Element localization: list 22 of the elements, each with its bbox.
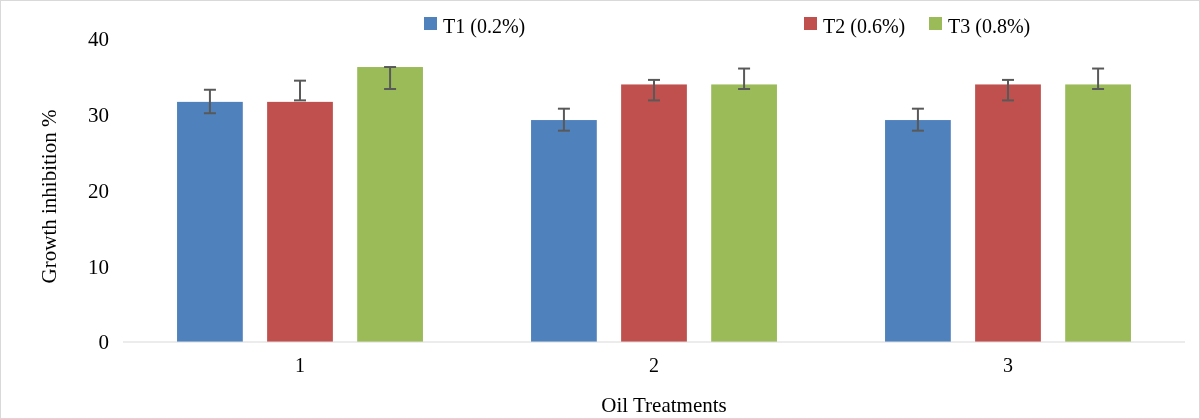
y-tick-label: 30 — [88, 103, 109, 128]
bar — [885, 120, 951, 342]
legend-label: T2 (0.6%) — [823, 15, 906, 38]
bar — [711, 84, 777, 342]
y-tick-label: 20 — [88, 178, 109, 203]
bar — [975, 84, 1041, 342]
y-tick-label: 10 — [88, 254, 109, 279]
bar — [357, 67, 423, 342]
x-tick-label: 2 — [649, 354, 659, 376]
bar — [1065, 84, 1131, 342]
y-tick-label: 40 — [88, 27, 109, 52]
legend-label: T3 (0.8%) — [948, 15, 1031, 38]
bar — [267, 101, 333, 342]
bar — [531, 120, 597, 342]
x-axis-title: Oil Treatments — [601, 393, 727, 417]
bar — [177, 101, 243, 342]
x-tick-label: 1 — [295, 354, 305, 376]
bar — [621, 84, 687, 342]
x-tick-label: 3 — [1003, 354, 1013, 376]
legend-label: T1 (0.2%) — [443, 15, 526, 38]
y-axis-title: Growth inhibition % — [37, 109, 61, 284]
y-tick-label: 0 — [98, 330, 109, 355]
